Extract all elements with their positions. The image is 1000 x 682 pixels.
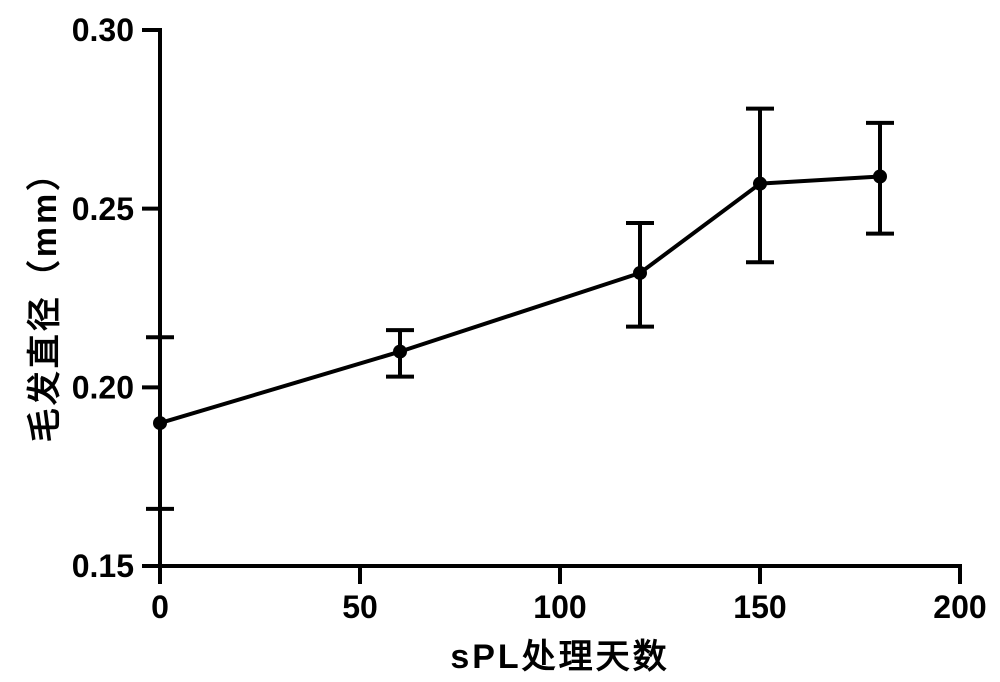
data-point	[153, 416, 167, 430]
line-chart: 0 50 100 150 200 0.15 0.20 0.25 0.30 sPL处理天数 毛发直径（…	[0, 0, 1000, 682]
x-tick-label: 200	[933, 589, 986, 625]
x-tick-label: 100	[533, 589, 586, 625]
x-axis-title: sPL处理天数	[450, 638, 669, 676]
chart-container: 0 50 100 150 200 0.15 0.20 0.25 0.30 sPL处理天数 毛发直径（…	[0, 0, 1000, 682]
y-tick-label: 0.20	[72, 370, 134, 406]
y-tick-label: 0.30	[72, 12, 134, 48]
data-line	[160, 177, 880, 424]
data-point	[873, 170, 887, 184]
data-point	[753, 177, 767, 191]
x-tick-label: 150	[733, 589, 786, 625]
x-tick-label: 0	[151, 589, 169, 625]
data-point	[633, 266, 647, 280]
x-tick-label: 50	[342, 589, 378, 625]
y-axis-title: 毛发直径（mm）	[25, 154, 64, 442]
y-tick-label: 0.15	[72, 548, 134, 584]
y-tick-label: 0.25	[72, 191, 134, 227]
data-point	[393, 345, 407, 359]
